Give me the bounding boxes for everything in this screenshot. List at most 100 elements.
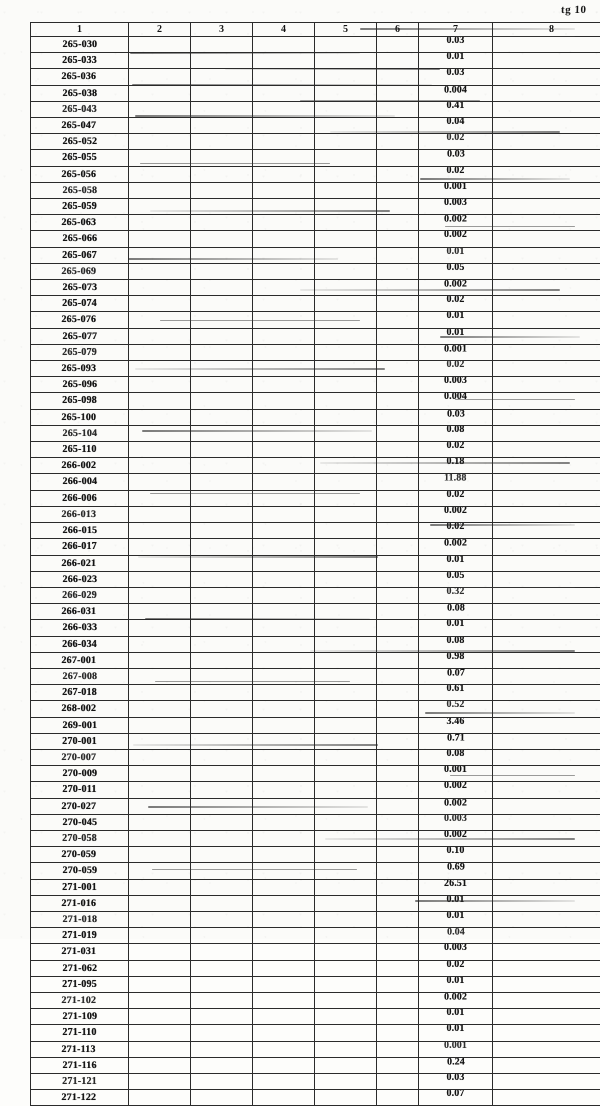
- row-cell-6: [377, 749, 419, 765]
- row-cell-5: [315, 1057, 377, 1073]
- row-cell-8: [493, 458, 600, 474]
- row-code-cell: 270-009: [31, 766, 129, 782]
- row-cell-text: 3.46: [447, 717, 465, 729]
- row-cell-3: [191, 992, 253, 1008]
- row-cell-5: [315, 490, 377, 506]
- row-cell-5: [315, 523, 377, 539]
- row-cell-text: 0.07: [447, 1090, 465, 1102]
- row-cell-4: [253, 604, 315, 620]
- row-cell-8: [493, 101, 600, 117]
- row-code-text: 270-027: [61, 799, 96, 814]
- row-cell-4: [253, 895, 315, 911]
- row-code-cell: 265-033: [31, 53, 129, 69]
- row-cell-5: [315, 409, 377, 425]
- row-cell-2: [129, 766, 191, 782]
- row-cell-6: [377, 830, 419, 846]
- row-code-text: 265-056: [61, 167, 96, 182]
- row-cell-8: [493, 166, 600, 182]
- row-cell-text: 0.32: [447, 587, 465, 599]
- row-code-text: 265-066: [63, 231, 98, 246]
- row-cell-6: [377, 1041, 419, 1057]
- row-cell-6: [377, 766, 419, 782]
- row-cell-4: [253, 69, 315, 85]
- row-cell-3: [191, 733, 253, 749]
- row-cell-text: 0.001: [444, 766, 467, 778]
- row-cell-text: 0.002: [444, 782, 467, 794]
- row-cell-3: [191, 361, 253, 377]
- row-code-cell: 266-002: [31, 458, 129, 474]
- row-cell-8: [493, 976, 600, 992]
- row-cell-3: [191, 604, 253, 620]
- row-cell-6: [377, 847, 419, 863]
- row-cell-8: [493, 992, 600, 1008]
- row-cell-text: 0.01: [447, 328, 465, 340]
- row-cell-2: [129, 814, 191, 830]
- row-cell-4: [253, 134, 315, 150]
- row-cell-6: [377, 1090, 419, 1106]
- row-cell-5: [315, 830, 377, 846]
- row-cell-7: 0.05: [419, 571, 493, 587]
- row-code-text: 271-102: [61, 993, 96, 1008]
- row-cell-5: [315, 895, 377, 911]
- row-cell-text: 0.001: [444, 182, 467, 194]
- row-code-text: 267-001: [61, 653, 96, 668]
- row-cell-3: [191, 474, 253, 490]
- row-cell-text: 0.02: [447, 361, 465, 373]
- row-cell-2: [129, 69, 191, 85]
- row-cell-7: 0.001: [419, 182, 493, 198]
- row-cell-3: [191, 393, 253, 409]
- row-code-cell: 266-031: [31, 604, 129, 620]
- row-cell-3: [191, 539, 253, 555]
- row-cell-text: 0.004: [444, 85, 467, 97]
- row-code-text: 265-043: [62, 102, 97, 117]
- row-cell-5: [315, 37, 377, 53]
- row-cell-4: [253, 1025, 315, 1041]
- row-cell-5: [315, 1025, 377, 1041]
- row-cell-3: [191, 101, 253, 117]
- row-cell-3: [191, 1041, 253, 1057]
- row-code-cell: 270-059: [31, 847, 129, 863]
- row-cell-6: [377, 539, 419, 555]
- row-cell-text: 0.04: [447, 118, 465, 130]
- row-code-cell: 266-021: [31, 555, 129, 571]
- row-cell-7: 0.002: [419, 215, 493, 231]
- row-cell-text: 0.69: [446, 863, 464, 875]
- row-cell-text: 0.02: [447, 166, 465, 178]
- row-cell-3: [191, 409, 253, 425]
- row-cell-4: [253, 928, 315, 944]
- row-cell-6: [377, 863, 419, 879]
- row-code-cell: 271-031: [31, 944, 129, 960]
- row-cell-3: [191, 182, 253, 198]
- row-cell-4: [253, 101, 315, 117]
- row-cell-7: 0.002: [419, 992, 493, 1008]
- row-cell-2: [129, 1009, 191, 1025]
- row-cell-7: 0.07: [419, 668, 493, 684]
- row-cell-3: [191, 328, 253, 344]
- row-cell-text: 0.003: [444, 944, 467, 956]
- row-cell-3: [191, 571, 253, 587]
- row-cell-8: [493, 847, 600, 863]
- row-cell-2: [129, 863, 191, 879]
- row-cell-7: 0.10: [419, 847, 493, 863]
- row-code-text: 269-001: [63, 718, 98, 733]
- row-code-text: 270-045: [63, 815, 98, 830]
- row-code-cell: 265-066: [31, 231, 129, 247]
- row-code-text: 271-116: [63, 1058, 97, 1073]
- row-cell-8: [493, 928, 600, 944]
- row-cell-2: [129, 442, 191, 458]
- row-cell-6: [377, 490, 419, 506]
- row-cell-text: 0.002: [444, 280, 467, 292]
- row-cell-6: [377, 166, 419, 182]
- row-cell-8: [493, 1074, 600, 1090]
- row-cell-3: [191, 118, 253, 134]
